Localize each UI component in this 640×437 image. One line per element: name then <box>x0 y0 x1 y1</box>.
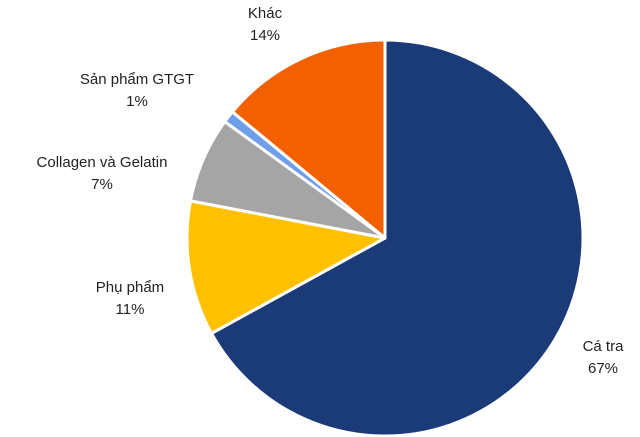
slice-value-label: 11% <box>116 301 145 318</box>
slice-value-label: 7% <box>91 176 113 193</box>
slice-value-label: 67% <box>588 360 618 377</box>
pie-slice <box>209 38 585 437</box>
slice-label: Cá tra <box>583 338 625 355</box>
pie-slice <box>185 199 387 335</box>
slice-label: Collagen và Gelatin <box>37 154 168 171</box>
slice-label: Khác <box>248 5 283 22</box>
slice-value-label: 1% <box>126 93 148 110</box>
slice-label: Phụ phẩm <box>96 279 164 296</box>
pie-slice <box>230 38 387 240</box>
slice-value-label: 14% <box>250 27 280 44</box>
slice-label: Sản phẩm GTGT <box>80 71 194 88</box>
